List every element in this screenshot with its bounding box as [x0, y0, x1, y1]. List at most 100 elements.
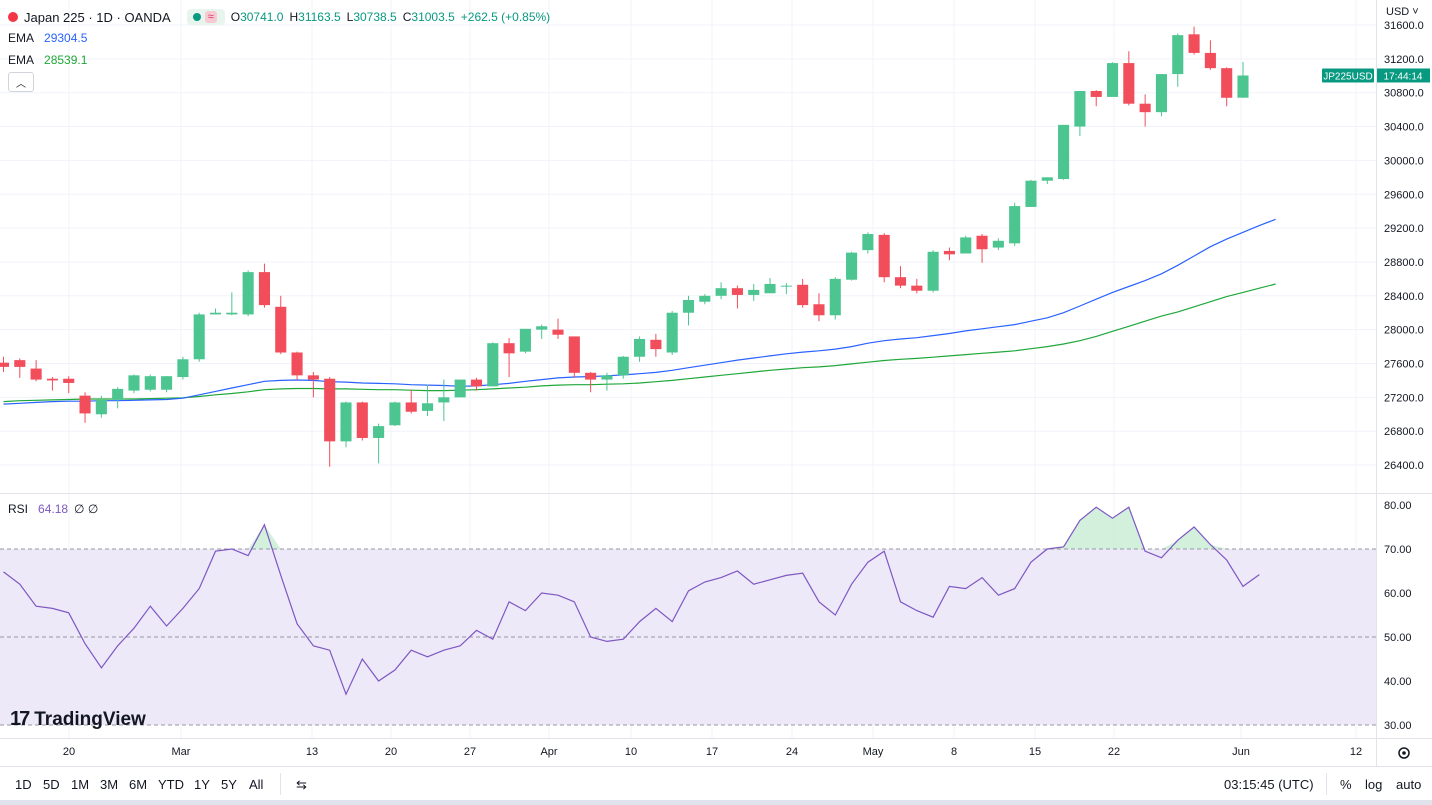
ema-slow-legend[interactable]: EMA 28539.1 [8, 53, 93, 67]
range-all-button[interactable]: All [249, 777, 264, 792]
candle-body [650, 339, 662, 350]
currency-label: USD [1386, 6, 1410, 18]
rsi-overbought-fill [215, 507, 1227, 549]
candle-body [976, 235, 988, 250]
countdown-badge-text: 17:44:14 [1384, 71, 1423, 82]
bottom-toolbar: 1D 5D 1M 3M 6M YTD 1Y 5Y All ⇆ 03:15:45 … [0, 766, 1432, 801]
candle-body [324, 378, 336, 442]
candle-body [470, 379, 483, 387]
chart-canvas[interactable]: 31600.0 31200.0 30800.0 30400.0 30000.0 29600… [0, 0, 1432, 766]
candle-body [764, 283, 776, 294]
candle-body [568, 336, 580, 373]
low-label: L [346, 10, 354, 24]
time-tick-label: 13 [306, 746, 318, 758]
range-5d-button[interactable]: 5D [43, 777, 60, 792]
candle-body [1204, 52, 1216, 69]
data-status-pill[interactable]: ≈ [186, 9, 225, 25]
candle-body [992, 240, 1004, 248]
range-5y-button[interactable]: 5Y [221, 777, 237, 792]
candle-body [552, 329, 564, 335]
candle-body [617, 356, 629, 376]
candle-body [1123, 63, 1135, 104]
market-status-icon [8, 12, 18, 22]
candle-body [1025, 180, 1037, 207]
rsi-tick-label: 50.00 [1384, 632, 1412, 644]
currency-selector[interactable]: USD ˅ [1386, 6, 1419, 18]
auto-toggle[interactable]: auto [1396, 777, 1422, 792]
ema-fast-legend[interactable]: EMA 29304.5 [8, 31, 93, 45]
candle-body [634, 338, 646, 357]
price-tick-label: 26800.0 [1384, 426, 1424, 438]
time-tick-label: Apr [540, 746, 557, 758]
high-label: H [289, 10, 299, 24]
rsi-tick-label: 70.00 [1384, 544, 1412, 556]
time-tick-label: 8 [951, 746, 957, 758]
candle-body [1155, 74, 1167, 113]
candle-body [1237, 75, 1249, 98]
symbol-badge-text: JP225USD [1323, 71, 1372, 82]
candle-body [161, 376, 173, 390]
open-label: O [230, 10, 241, 24]
toolbar-divider [280, 773, 281, 795]
price-tick-label: 29200.0 [1384, 223, 1424, 235]
date-range-icon[interactable]: ⇆ [296, 777, 307, 792]
rsi-tick-label: 40.00 [1384, 676, 1412, 688]
log-toggle[interactable]: log [1365, 777, 1383, 792]
price-tick-label: 30800.0 [1384, 88, 1424, 100]
candle-body [536, 326, 548, 330]
percent-toggle[interactable]: % [1340, 777, 1352, 792]
candle-body [601, 375, 613, 380]
range-1m-button[interactable]: 1M [71, 777, 90, 792]
candle-body [911, 285, 923, 291]
ema-fast-value: 29304.5 [44, 31, 88, 45]
rsi-value: 64.18 [38, 502, 69, 516]
candle-body [307, 375, 319, 380]
candlestick-series [0, 26, 1249, 467]
price-tick-label: 28400.0 [1384, 291, 1424, 303]
price-tick-label: 28000.0 [1384, 325, 1424, 337]
candle-body [30, 368, 42, 380]
candle-body [894, 277, 907, 286]
time-tick-label: 17 [706, 746, 718, 758]
range-6m-button[interactable]: 6M [129, 777, 148, 792]
candle-body [943, 250, 955, 255]
price-tick-label: 30400.0 [1384, 122, 1424, 134]
candle-body [1172, 35, 1184, 75]
time-tick-label: 12 [1350, 746, 1362, 758]
high-value: 31163.5 [298, 10, 341, 24]
countdown-badge-bg [1377, 68, 1430, 83]
symbol-badge-bg [1322, 68, 1374, 83]
price-axis[interactable]: 31600.0 31200.0 30800.0 30400.0 30000.0 29600… [1384, 20, 1424, 472]
tv-logo-icon: 17 [10, 708, 30, 730]
candle-body [1058, 124, 1070, 180]
candle-body [177, 359, 189, 378]
symbol-title[interactable]: Japan 225 · 1D · OANDA [24, 9, 171, 25]
approx-icon: ≈ [204, 11, 217, 23]
candle-body [1009, 206, 1021, 244]
rsi-tick-label: 60.00 [1384, 588, 1412, 600]
utc-clock[interactable]: 03:15:45 (UTC) [1224, 777, 1314, 792]
candle-body [112, 388, 124, 400]
low-value: 30738.5 [353, 10, 397, 24]
range-ytd-button[interactable]: YTD [158, 777, 184, 792]
rsi-axis[interactable]: 80.00 70.00 60.00 50.00 40.00 30.00 [1384, 500, 1412, 732]
candle-body [291, 352, 303, 376]
candle-body [144, 376, 156, 390]
collapse-legend-button[interactable]: ︿ [8, 72, 34, 92]
close-label: C [402, 10, 412, 24]
candle-body [731, 288, 743, 295]
tradingview-logo[interactable]: 17 TradingView [10, 708, 146, 731]
range-1y-button[interactable]: 1Y [194, 777, 210, 792]
rsi-band [0, 507, 1376, 725]
candle-body [862, 234, 874, 251]
time-axis[interactable]: 20 Mar 13 20 27 Apr 10 17 24 May 8 15 22 Jun 12 [63, 746, 1362, 758]
settings-gear-icon[interactable] [1398, 747, 1410, 759]
rsi-legend[interactable]: RSI 64.18 ∅ ∅ [8, 502, 104, 516]
candle-body [356, 402, 368, 438]
range-1d-button[interactable]: 1D [15, 777, 32, 792]
candle-body [226, 312, 238, 315]
candle-body [340, 402, 352, 442]
symbol-legend: Japan 225 · 1D · OANDA ≈ O 30741.0 H 31163… [8, 9, 556, 25]
candle-body [14, 360, 26, 367]
range-3m-button[interactable]: 3M [100, 777, 119, 792]
